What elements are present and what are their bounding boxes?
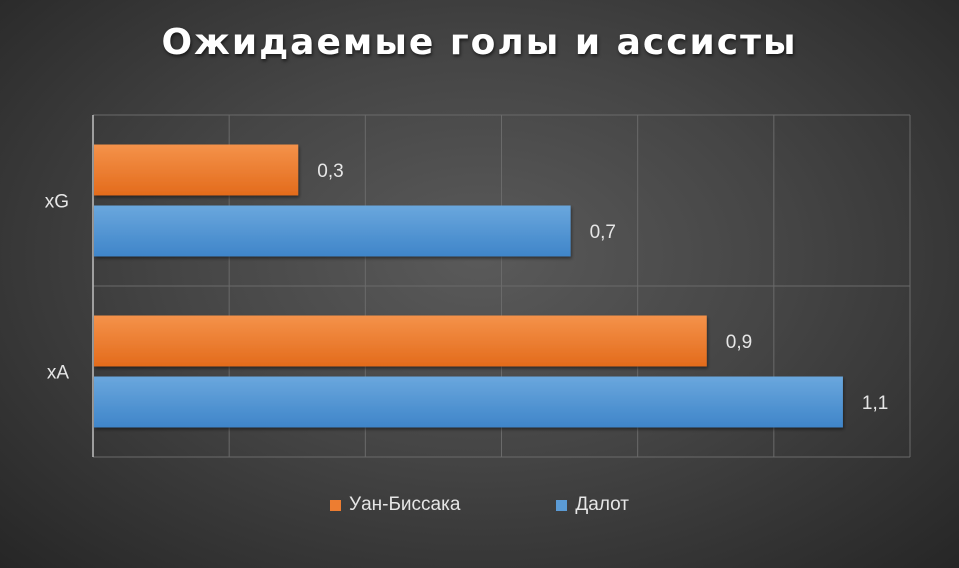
legend-swatch-series-2 bbox=[556, 499, 568, 511]
gridlines bbox=[92, 114, 911, 458]
legend-item-series-2: Далот bbox=[556, 494, 629, 516]
bar-xG-series-2 bbox=[94, 205, 571, 257]
data-label-xG-series-1: 0,3 bbox=[317, 161, 343, 182]
bars bbox=[94, 144, 843, 428]
category-label-xA: xA bbox=[47, 363, 70, 384]
data-label-xG-series-2: 0,7 bbox=[590, 222, 616, 243]
legend-label-series-2: Далот bbox=[575, 494, 629, 515]
labels: 0,3 0,7 xG 0,9 1,1 xA bbox=[45, 161, 889, 414]
data-label-xA-series-2: 1,1 bbox=[862, 393, 888, 414]
bar-xA-series-1 bbox=[94, 315, 707, 367]
legend-item-series-1: Уан-Биссака bbox=[330, 494, 460, 516]
category-label-xG: xG bbox=[45, 192, 69, 213]
data-label-xA-series-1: 0,9 bbox=[726, 332, 752, 353]
bar-xG-series-1 bbox=[94, 144, 299, 196]
legend-swatch-series-1 bbox=[330, 499, 341, 511]
legend: Уан-Биссака Далот bbox=[0, 494, 959, 516]
chart-title: Ожидаемые голы и ассисты bbox=[161, 22, 798, 63]
bar-xA-series-2 bbox=[94, 376, 843, 428]
legend-label-series-1: Уан-Биссака bbox=[349, 494, 461, 515]
